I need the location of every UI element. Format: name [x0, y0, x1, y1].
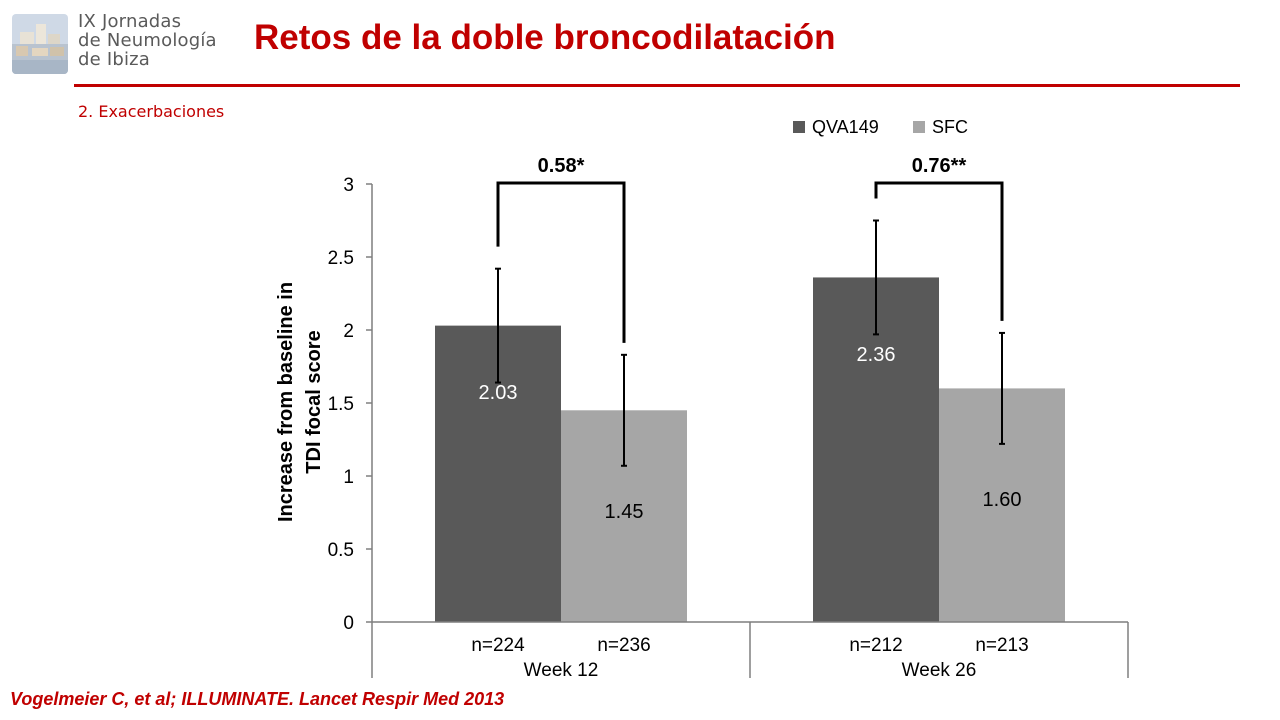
n-label: n=213: [975, 635, 1028, 656]
y-axis-title-line: TDI focal score: [303, 330, 325, 473]
logo-line: de Ibiza: [78, 49, 151, 70]
bar-value-label: 2.03: [479, 382, 518, 404]
y-tick-label: 2: [343, 321, 354, 342]
x-category-label: Week 12: [524, 660, 599, 681]
n-label: n=236: [597, 635, 650, 656]
bar-value-label: 1.45: [605, 501, 644, 523]
y-tick-label: 1: [343, 467, 354, 488]
citation: Vogelmeier C, et al; ILLUMINATE. Lancet …: [10, 689, 505, 709]
y-axis-title-line: Increase from baseline in: [275, 282, 297, 522]
n-label: n=224: [471, 635, 525, 656]
logo-line: de Neumología: [78, 30, 217, 51]
comparison-bracket: [496, 181, 626, 343]
logo-line: IX Jornadas: [78, 11, 182, 32]
ibiza-logo-image: [12, 14, 68, 74]
y-tick-label: 3: [343, 175, 354, 196]
n-label: n=212: [849, 635, 902, 656]
y-tick-label: 1.5: [328, 394, 354, 415]
slide-title: Retos de la doble broncodilatación: [254, 18, 836, 57]
slide-subtitle: 2. Exacerbaciones: [78, 102, 225, 121]
y-tick-label: 0: [343, 613, 354, 634]
y-tick-label: 0.5: [328, 540, 354, 561]
difference-label: 0.76**: [912, 155, 967, 177]
legend-swatch-qva149: [793, 121, 805, 133]
title-divider: [74, 84, 1240, 87]
y-tick-label: 2.5: [328, 248, 354, 269]
comparison-bracket: [874, 181, 1004, 321]
legend-label-qva149: QVA149: [812, 117, 879, 137]
x-category-label: Week 26: [902, 660, 977, 681]
difference-label: 0.58*: [538, 155, 585, 177]
legend-swatch-sfc: [913, 121, 925, 133]
bar-value-label: 1.60: [983, 489, 1022, 511]
y-axis-title: Increase from baseline in TDI focal score: [275, 282, 325, 522]
logo-text: IX Jornadas de Neumología de Ibiza: [78, 12, 217, 69]
bar-value-label: 2.36: [857, 344, 896, 366]
legend-label-sfc: SFC: [932, 117, 968, 137]
ibiza-town-icon: [12, 14, 68, 74]
